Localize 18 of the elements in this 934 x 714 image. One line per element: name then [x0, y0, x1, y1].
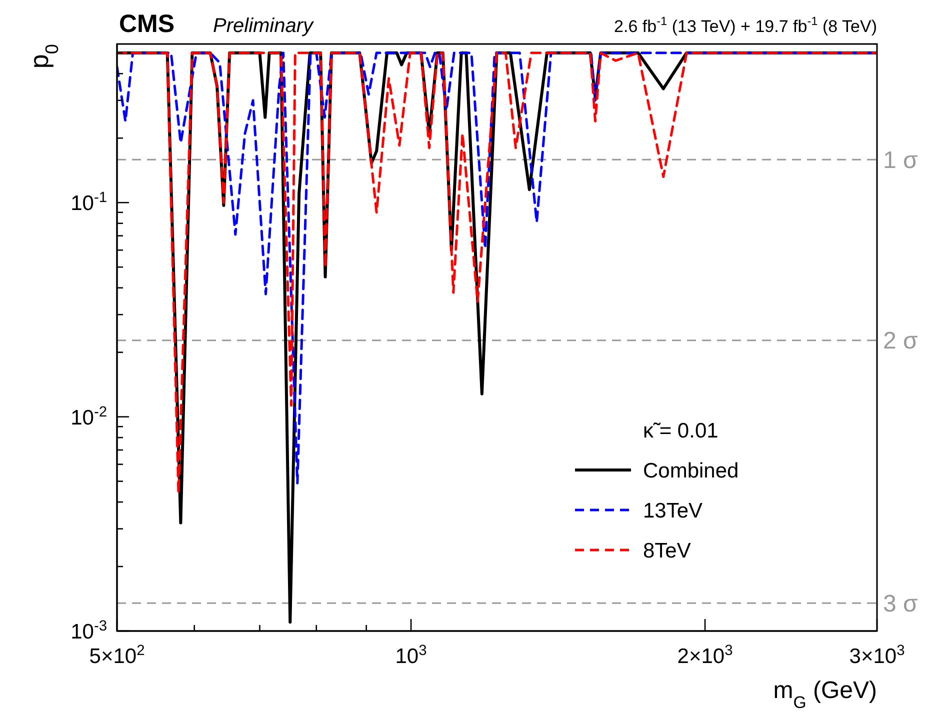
x-tick-label: 3×10$^{3}$	[849, 643, 905, 668]
legend-title: κ̃ = 0.01	[643, 419, 718, 442]
y-tick-label: 10$^{-2}$	[70, 404, 107, 430]
ref-line-label: 3 σ	[883, 590, 918, 618]
ref-line-label: 2 σ	[883, 328, 918, 355]
legend-label: 13TeV	[643, 499, 703, 522]
x-axis-title: m$_{G}$ (GeV)	[773, 677, 877, 712]
y-tick-label: 10$^{-3}$	[70, 618, 107, 644]
text: 2.6 fb$^{-1}$ (13 TeV) + 19.7 fb$^{-1}$ (8 TeV)	[614, 14, 877, 36]
ref-line-label: 1 σ	[883, 147, 918, 174]
x-tick-label: 5×10$^{2}$	[89, 643, 145, 668]
chart-title: CMS	[119, 10, 175, 38]
y-tick-label: 10$^{-1}$	[70, 190, 107, 216]
legend-label: Combined	[643, 459, 739, 482]
chart-subtitle: Preliminary	[213, 15, 314, 37]
x-tick-label: 10$^{3}$	[395, 643, 427, 668]
x-tick-label: 2×10$^{3}$	[677, 643, 733, 668]
legend-label: 8TeV	[643, 539, 691, 562]
